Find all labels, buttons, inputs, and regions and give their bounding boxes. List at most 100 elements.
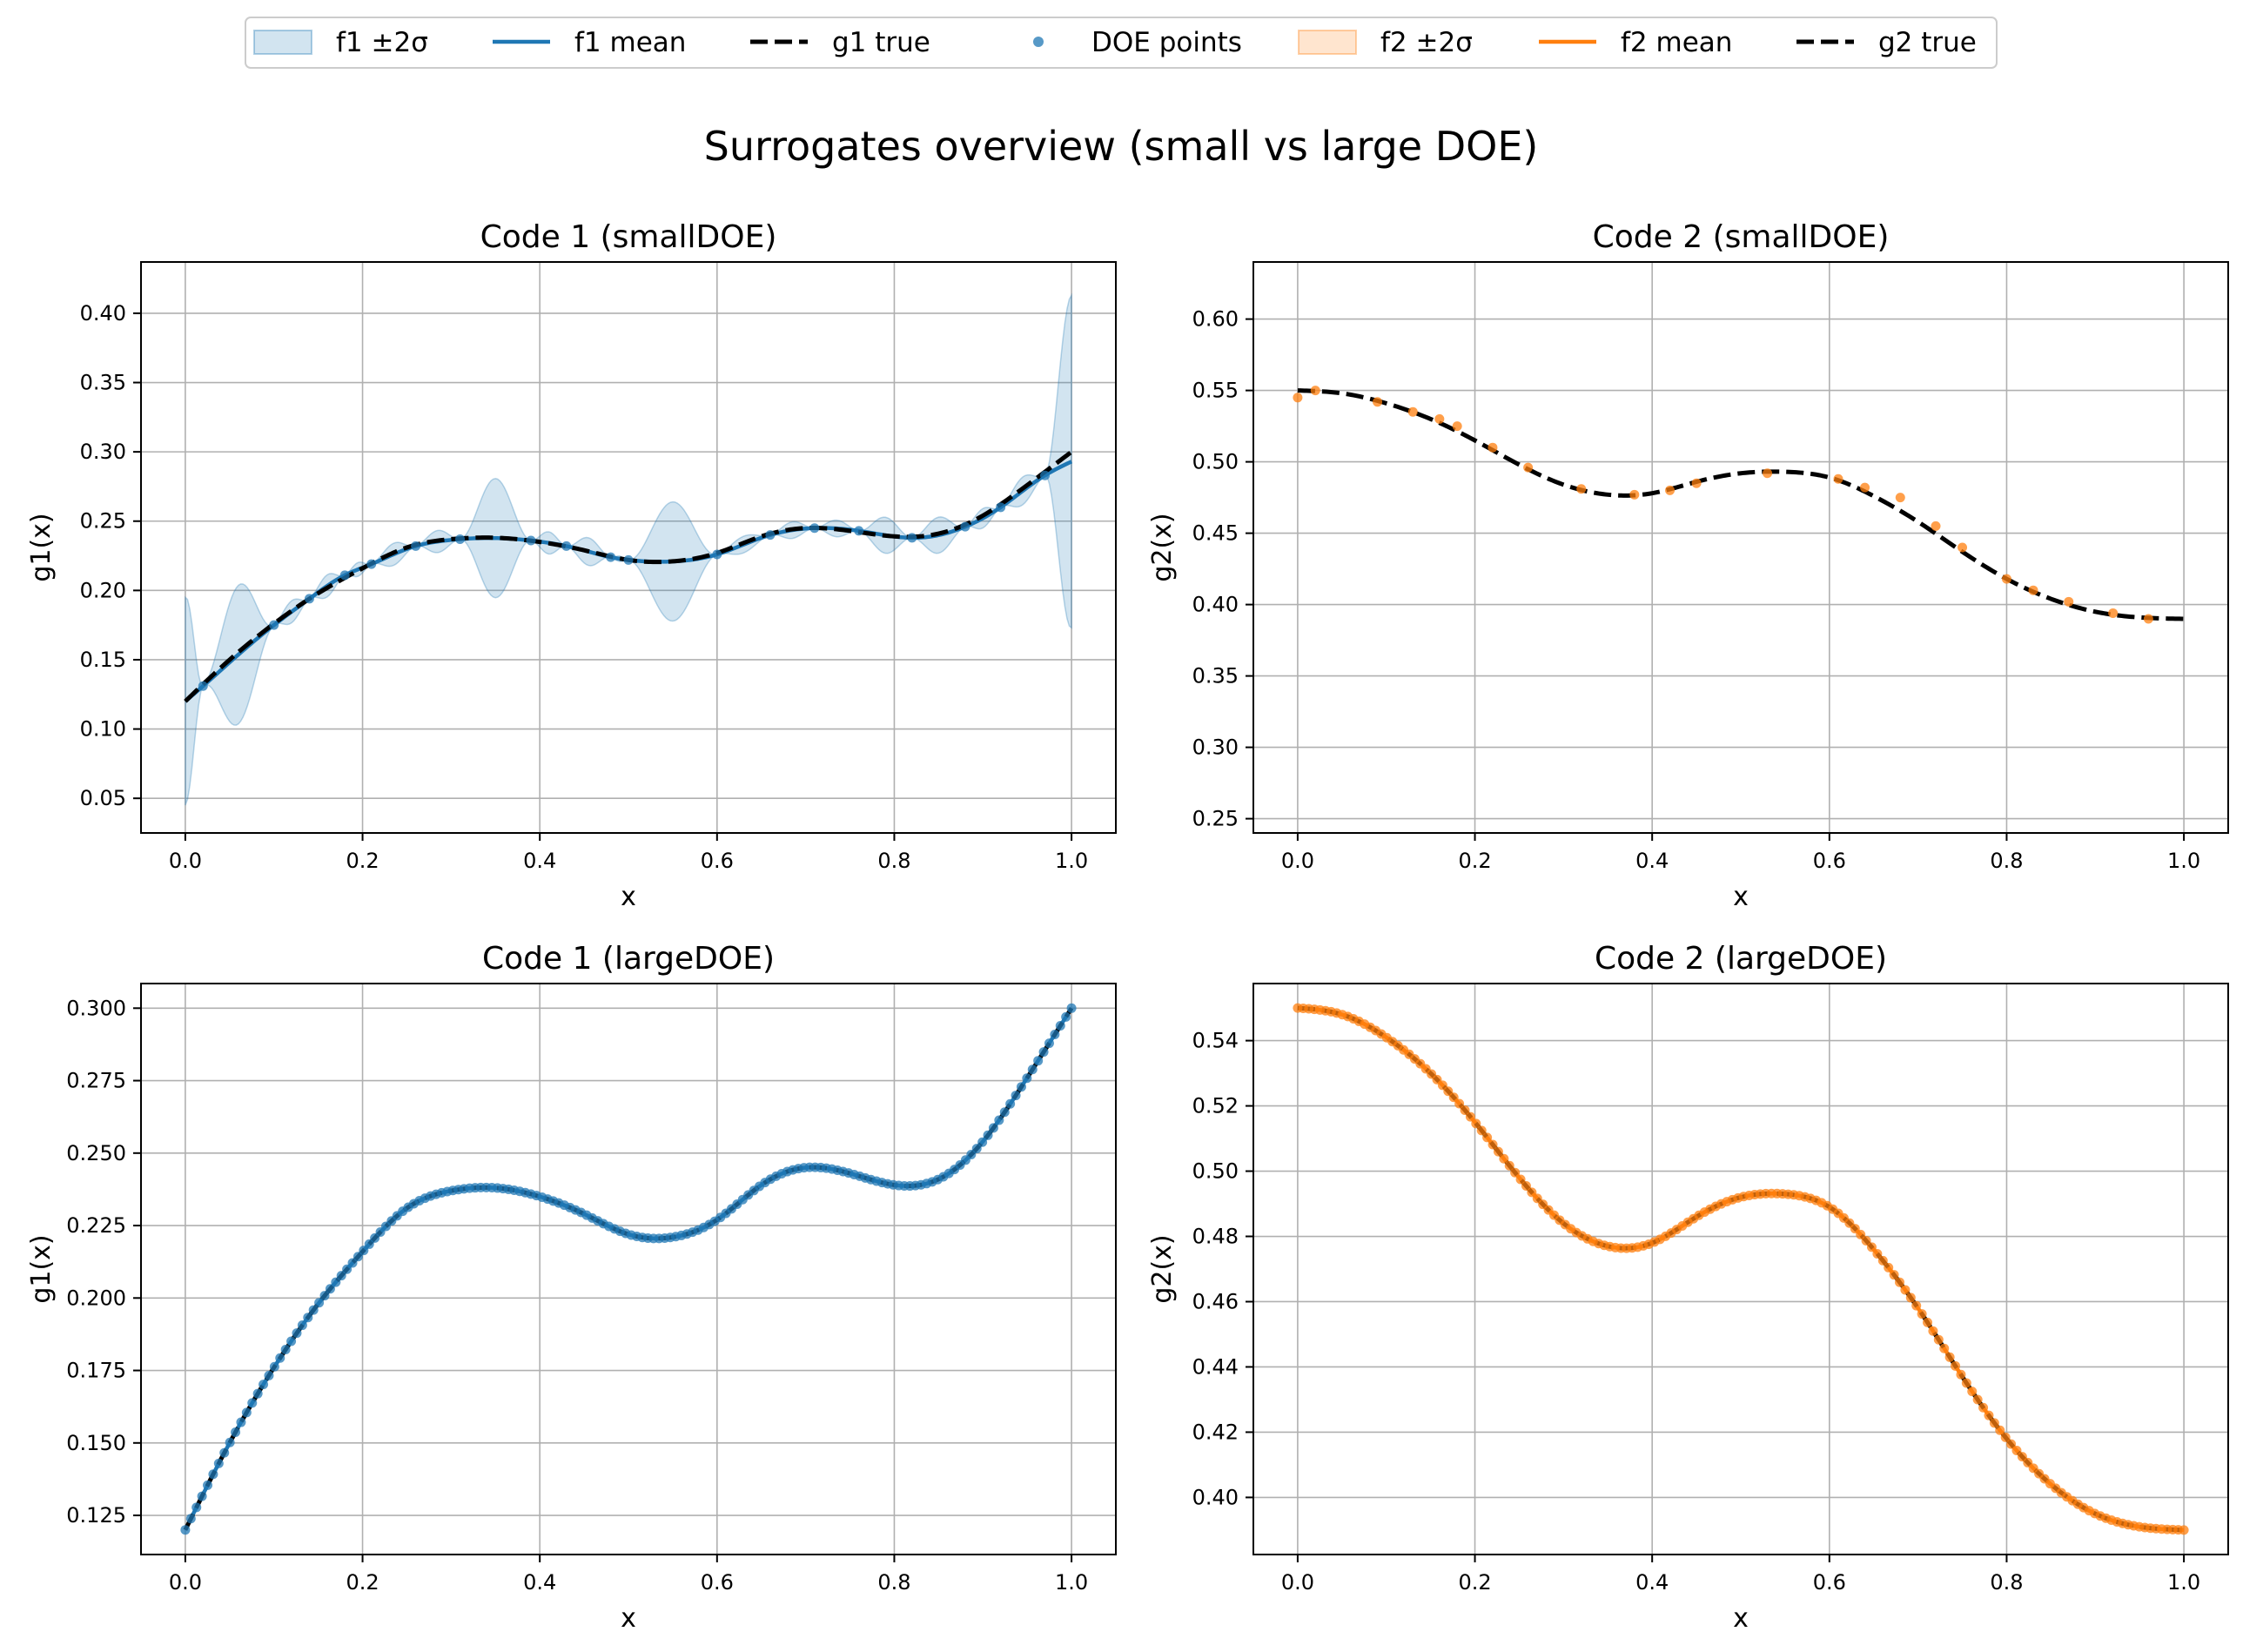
doe-point	[325, 1284, 335, 1294]
y-tick-label: 0.60	[1192, 307, 1239, 332]
doe-point	[2001, 574, 2011, 584]
truth-line	[184, 450, 1073, 703]
doe-point	[1454, 1098, 1465, 1109]
legend-swatch-f1_band	[253, 30, 312, 55]
doe-point	[999, 1107, 1010, 1118]
mean-line	[1297, 1005, 2185, 1533]
x-tick-label: 0.0	[169, 849, 202, 873]
truth-line	[183, 1006, 1074, 1531]
x-axis-label: x	[621, 882, 636, 912]
x-tick-label: 1.0	[2167, 1570, 2200, 1595]
axes-frame	[140, 983, 1117, 1555]
y-tick-label: 0.50	[1192, 1159, 1239, 1184]
doe-point	[1917, 1309, 1927, 1320]
doe-point	[1452, 421, 1462, 432]
doe-point	[809, 523, 820, 534]
doe-point	[1978, 1402, 1989, 1413]
figure-title: Surrogates overview (small vs large DOE)	[704, 123, 1539, 170]
y-tick-label: 0.42	[1192, 1420, 1239, 1444]
doe-point	[1465, 1111, 1475, 1122]
doe-point	[1527, 1187, 1537, 1198]
x-tick-label: 1.0	[1055, 849, 1088, 873]
mean-line	[184, 460, 1073, 703]
panel-code1-small: 0.0 0.2 0.4 0.6 0.8 1.0 0.05 0.10 0.15 0.20 0.25 0.…	[26, 219, 1117, 912]
doe-point	[1872, 1248, 1883, 1259]
doe-point	[314, 1298, 325, 1308]
x-axis-label: x	[621, 1603, 636, 1634]
doe-point	[319, 1291, 330, 1301]
y-tick-label: 0.25	[1192, 807, 1239, 831]
y-tick-label: 0.150	[66, 1431, 126, 1455]
doe-point	[1956, 1369, 1966, 1380]
doe-point	[1939, 1343, 1950, 1353]
doe-point	[275, 1353, 285, 1363]
doe-point	[1860, 482, 1870, 493]
doe-point	[269, 620, 279, 630]
doe-point	[292, 1328, 302, 1339]
x-tick-label: 0.4	[1635, 1570, 1669, 1595]
doe-point	[364, 1239, 374, 1249]
doe-point	[994, 1115, 1004, 1125]
doe-point	[1951, 1360, 1961, 1371]
x-tick-label: 0.2	[346, 1570, 379, 1595]
doe-point	[1866, 1242, 1877, 1252]
doe-point	[1995, 1425, 2005, 1435]
doe-point	[1691, 478, 1702, 488]
x-tick-label: 0.4	[523, 1570, 556, 1595]
doe-point	[247, 1398, 258, 1408]
doe-point	[2064, 596, 2074, 607]
doe-point	[606, 552, 616, 562]
doe-point	[1944, 1352, 1955, 1362]
y-tick-label: 0.44	[1192, 1354, 1239, 1379]
x-tick-label: 0.8	[877, 849, 910, 873]
doe-point	[359, 1246, 369, 1256]
doe-point	[280, 1345, 291, 1355]
doe-point	[203, 1480, 213, 1490]
y-tick-label: 0.54	[1192, 1029, 1239, 1053]
doe-point	[1476, 1125, 1487, 1136]
doe-point	[1989, 1418, 1999, 1428]
doe-point	[1407, 406, 1418, 417]
legend-label-f1_mean: f1 mean	[574, 27, 686, 58]
doe-point	[1933, 1334, 1944, 1345]
doe-point	[977, 1137, 988, 1147]
doe-point	[1984, 1410, 1994, 1420]
doe-point	[1487, 1139, 1498, 1150]
x-tick-label: 0.2	[346, 849, 379, 873]
doe-point	[308, 1305, 319, 1315]
doe-point	[623, 554, 634, 565]
y-tick-label: 0.40	[1192, 593, 1239, 617]
doe-point	[1833, 473, 1843, 484]
doe-point	[1038, 1047, 1049, 1058]
axes-frame	[1252, 261, 2229, 834]
doe-point	[347, 1258, 358, 1268]
doe-point	[241, 1407, 252, 1418]
doe-point	[2000, 1432, 2011, 1442]
y-tick-label: 0.30	[80, 440, 126, 464]
doe-point	[225, 1437, 235, 1447]
y-tick-label: 0.52	[1192, 1094, 1239, 1118]
doe-point	[1066, 1003, 1077, 1013]
y-axis-label: g1(x)	[26, 1234, 57, 1303]
doe-point	[1877, 1255, 1888, 1266]
doe-point	[765, 530, 776, 541]
doe-point	[252, 1388, 263, 1399]
uncertainty-band	[185, 292, 1072, 806]
doe-point	[342, 1264, 353, 1274]
doe-point	[1856, 1229, 1866, 1239]
doe-point	[231, 1427, 241, 1438]
legend-frame	[245, 17, 1998, 69]
doe-point	[269, 1361, 279, 1372]
doe-point	[455, 534, 466, 544]
doe-point	[1923, 1317, 1933, 1327]
doe-point	[854, 526, 864, 536]
doe-point	[1022, 1073, 1032, 1084]
x-tick-label: 0.8	[1990, 1570, 2023, 1595]
y-tick-label: 0.46	[1192, 1289, 1239, 1313]
y-tick-label: 0.275	[66, 1069, 126, 1093]
y-tick-label: 0.30	[1192, 735, 1239, 760]
doe-point	[1958, 542, 1968, 553]
doe-point	[712, 549, 722, 560]
panel-code2-small: 0.0 0.2 0.4 0.6 0.8 1.0 0.25 0.30 0.35 0.40 0.45 0.…	[1147, 219, 2229, 912]
y-tick-label: 0.05	[80, 786, 126, 810]
